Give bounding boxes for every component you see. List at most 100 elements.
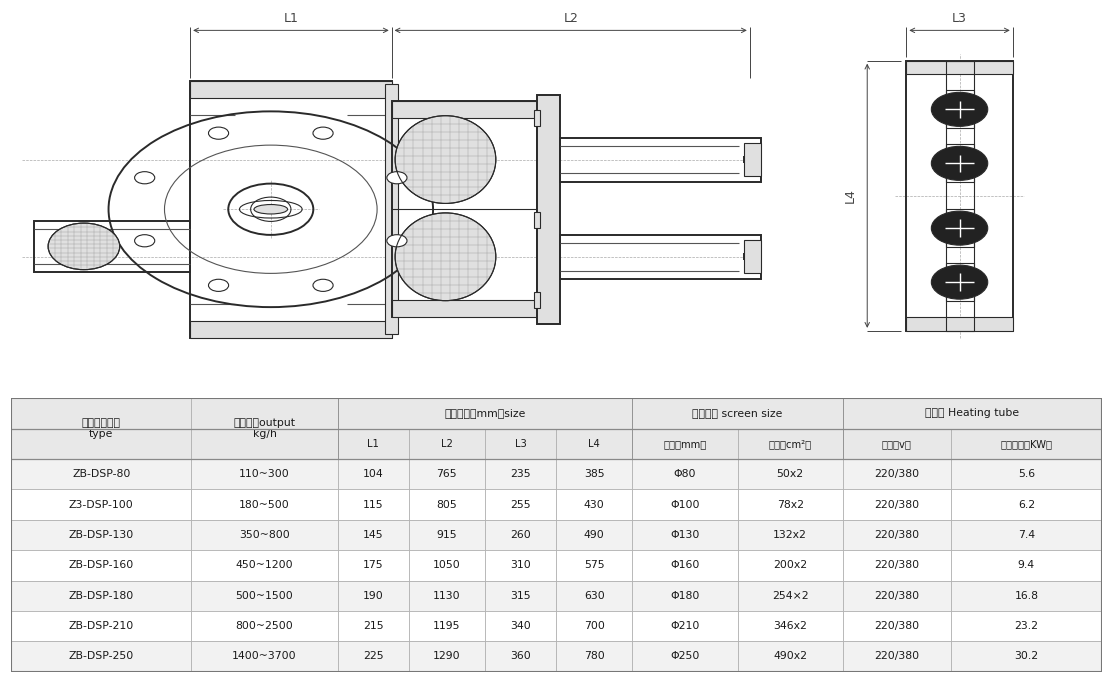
Text: 255: 255 [510, 500, 530, 510]
Bar [191, 580, 338, 611]
Text: 575: 575 [584, 560, 604, 570]
Bar [632, 611, 737, 641]
Bar [408, 429, 485, 459]
Text: 115: 115 [363, 500, 384, 510]
Text: ZB-DSP-250: ZB-DSP-250 [68, 651, 134, 662]
Text: ZB-DSP-130: ZB-DSP-130 [68, 530, 134, 540]
Bar [556, 550, 632, 580]
Circle shape [134, 171, 154, 184]
Bar [11, 611, 191, 641]
Bar [408, 550, 485, 580]
Text: ZB-DSP-210: ZB-DSP-210 [68, 621, 134, 631]
Text: 1195: 1195 [433, 621, 461, 631]
Text: 面积（cm²）: 面积（cm²） [769, 439, 811, 449]
Bar [485, 611, 556, 641]
Bar [485, 520, 556, 550]
Text: 适用产量output
kg/h: 适用产量output kg/h [234, 418, 295, 439]
Bar [951, 459, 1102, 489]
Text: 220/380: 220/380 [874, 591, 920, 601]
Bar [556, 641, 632, 672]
Bar [744, 240, 761, 273]
Text: 220/380: 220/380 [874, 530, 920, 540]
Text: 490: 490 [584, 530, 604, 540]
Text: 254×2: 254×2 [772, 591, 809, 601]
Text: 180~500: 180~500 [239, 500, 290, 510]
Text: L4: L4 [589, 439, 600, 449]
Text: Φ130: Φ130 [670, 530, 699, 540]
Bar [843, 459, 951, 489]
Text: ZB-DSP-180: ZB-DSP-180 [68, 591, 134, 601]
Bar [951, 550, 1102, 580]
Circle shape [134, 235, 154, 247]
Circle shape [208, 279, 228, 292]
Bar [191, 641, 338, 672]
Text: 490x2: 490x2 [773, 651, 807, 662]
Text: 220/380: 220/380 [874, 560, 920, 570]
Bar [951, 489, 1102, 520]
Bar [191, 398, 338, 459]
Bar [843, 580, 951, 611]
Text: 260: 260 [510, 530, 530, 540]
Text: 315: 315 [510, 591, 530, 601]
Circle shape [931, 265, 988, 299]
Bar [485, 429, 556, 459]
Bar [946, 144, 974, 182]
Bar [338, 429, 408, 459]
Bar [190, 321, 392, 338]
Bar [11, 580, 191, 611]
Text: 5.6: 5.6 [1018, 469, 1035, 479]
Bar [946, 263, 974, 301]
Text: 轮廓尺寸（mm）size: 轮廓尺寸（mm）size [444, 408, 526, 418]
Bar [338, 550, 408, 580]
Text: Z3-DSP-100: Z3-DSP-100 [69, 500, 133, 510]
Bar [190, 81, 392, 338]
Text: L2: L2 [441, 439, 453, 449]
Bar [385, 84, 398, 334]
Bar [485, 489, 556, 520]
Bar [560, 235, 761, 279]
Bar [485, 550, 556, 580]
Text: 175: 175 [363, 560, 384, 570]
Text: Φ100: Φ100 [670, 500, 699, 510]
Bar [906, 61, 1013, 331]
Bar [11, 489, 191, 520]
Text: 132x2: 132x2 [773, 530, 807, 540]
Bar [338, 580, 408, 611]
Bar [737, 611, 843, 641]
Bar [737, 429, 843, 459]
Text: L2: L2 [563, 12, 579, 25]
Bar [951, 429, 1102, 459]
Bar [556, 429, 632, 459]
Bar [632, 459, 737, 489]
Text: 385: 385 [584, 469, 604, 479]
Text: 700: 700 [584, 621, 604, 631]
Text: 915: 915 [436, 530, 457, 540]
Text: 430: 430 [584, 500, 604, 510]
Circle shape [931, 92, 988, 126]
Bar [191, 520, 338, 550]
Bar [556, 520, 632, 550]
Bar [744, 143, 761, 176]
Bar [556, 611, 632, 641]
Bar [556, 459, 632, 489]
Text: 1050: 1050 [433, 560, 461, 570]
Bar [632, 489, 737, 520]
Text: ZB-DSP-80: ZB-DSP-80 [72, 469, 131, 479]
Bar [951, 641, 1102, 672]
Bar [485, 580, 556, 611]
Text: 220/380: 220/380 [874, 469, 920, 479]
Text: 220/380: 220/380 [874, 621, 920, 631]
Text: 350~800: 350~800 [239, 530, 290, 540]
Text: 23.2: 23.2 [1015, 621, 1038, 631]
Bar [11, 459, 191, 489]
Text: 1130: 1130 [433, 591, 461, 601]
Text: 360: 360 [510, 651, 530, 662]
Bar [392, 300, 537, 317]
Text: Φ210: Φ210 [670, 621, 699, 631]
Bar [843, 550, 951, 580]
Text: 765: 765 [436, 469, 457, 479]
Text: 产品规格型号
type: 产品规格型号 type [82, 418, 121, 439]
Bar [534, 292, 540, 308]
Text: 110~300: 110~300 [239, 469, 290, 479]
Bar [408, 520, 485, 550]
